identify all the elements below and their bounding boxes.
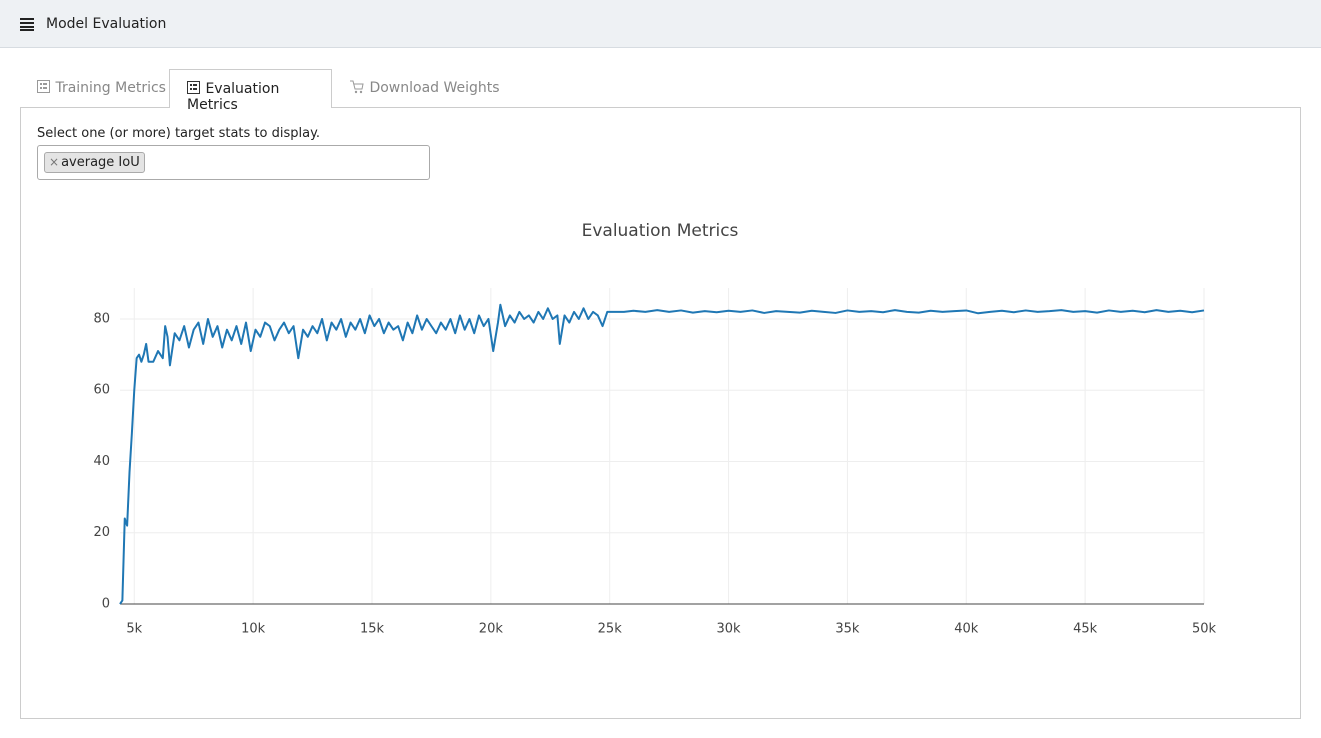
- x-tick-label: 50k: [1192, 622, 1217, 637]
- selected-tag: × average IoU: [44, 152, 145, 173]
- cart-icon: [350, 80, 364, 94]
- tag-label: average IoU: [61, 155, 140, 170]
- x-tick-label: 30k: [717, 622, 742, 637]
- x-tick-label: 45k: [1073, 622, 1098, 637]
- x-tick-label: 20k: [479, 622, 504, 637]
- x-tick-label: 15k: [360, 622, 385, 637]
- header: Model Evaluation: [0, 0, 1321, 48]
- y-tick-label: 0: [102, 597, 110, 612]
- selector-label: Select one (or more) target stats to dis…: [37, 126, 321, 141]
- tab-active[interactable]: Evaluation Metrics: [169, 69, 332, 113]
- multi-select[interactable]: × average IoU: [37, 145, 430, 180]
- tab-label: Evaluation Metrics: [187, 81, 280, 113]
- x-tick-label: 40k: [954, 622, 979, 637]
- y-tick-label: 40: [93, 454, 110, 469]
- panel: [20, 107, 1301, 719]
- header-title: Model Evaluation: [46, 16, 167, 32]
- tab-label: Download Weights: [369, 80, 500, 96]
- x-tick-label: 35k: [835, 622, 860, 637]
- x-tick-label: 10k: [241, 622, 266, 637]
- y-tick-label: 80: [93, 311, 110, 326]
- x-tick-label: 25k: [598, 622, 623, 637]
- tab[interactable]: Download Weights: [350, 80, 500, 96]
- chart: Evaluation Metrics 5k 10k 15k 20k 25k 30k 35k 4…: [93, 221, 1217, 637]
- y-tick-label: 20: [93, 525, 110, 540]
- tag-remove[interactable]: ×: [49, 155, 60, 169]
- tab[interactable]: Training Metrics: [37, 80, 166, 96]
- data-line: [119, 303, 1205, 605]
- y-tick-label: 60: [93, 383, 110, 398]
- tab-icon: [187, 81, 200, 94]
- menu-icon[interactable]: [20, 18, 36, 32]
- tab-icon: [37, 80, 50, 93]
- x-tick-label: 5k: [126, 622, 142, 637]
- chart-title: Evaluation Metrics: [582, 221, 739, 241]
- tab-label: Training Metrics: [55, 80, 166, 96]
